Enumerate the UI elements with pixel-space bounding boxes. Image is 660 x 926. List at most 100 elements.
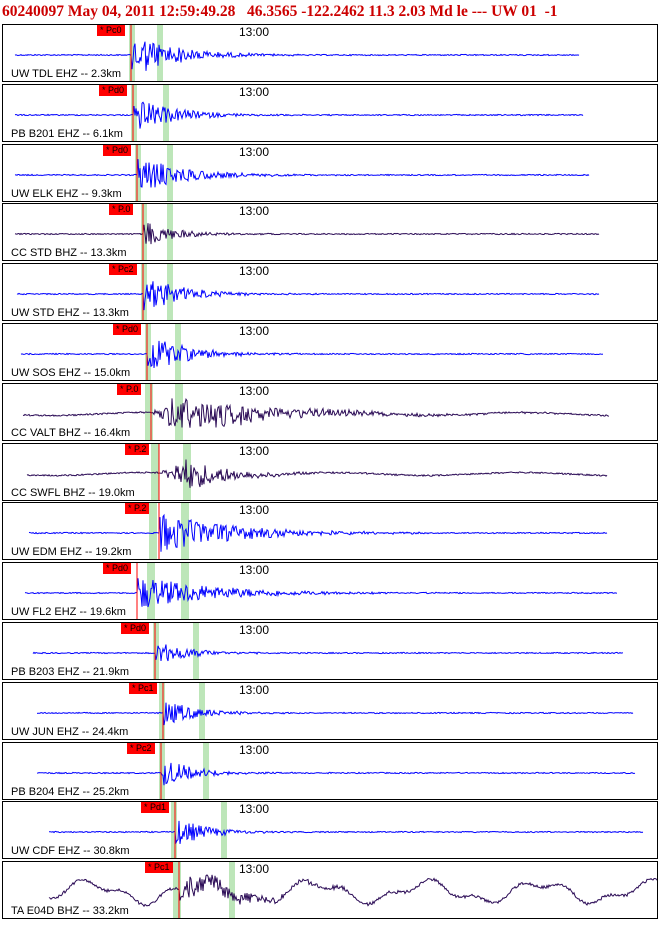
waveform-trace <box>49 820 644 845</box>
waveform-plot <box>49 802 644 858</box>
waveform-plot <box>20 324 604 380</box>
event-header: 60240097 May 04, 2011 12:59:49.28 46.356… <box>2 3 558 20</box>
waveform-plot <box>24 563 617 619</box>
p-window <box>129 25 135 81</box>
time-tick-label: 13:00 <box>239 264 270 278</box>
phase-pick-label[interactable]: * P.2 <box>125 444 150 455</box>
time-tick-label: 13:00 <box>239 683 270 697</box>
p-window <box>141 204 147 260</box>
waveform-plot <box>36 683 634 739</box>
seismogram-panel[interactable]: 13:00 * Pc2 PB B204 EHZ -- 25.2km <box>2 742 658 800</box>
waveform-trace <box>14 41 580 71</box>
phase-pick-label[interactable]: * Pd0 <box>113 324 142 335</box>
seismogram-panel[interactable]: 13:00 * Pc1 TA E04D BHZ -- 33.2km <box>2 861 658 919</box>
waveform-plot <box>28 503 608 559</box>
seismogram-panel[interactable]: 13:00 * P.2 UW EDM EHZ -- 19.2km <box>2 502 658 560</box>
time-tick-label: 13:00 <box>239 25 270 39</box>
p-window <box>149 503 157 559</box>
time-tick-label: 13:00 <box>239 324 270 338</box>
seismogram-panel[interactable]: 13:00 * Pc1 UW JUN EHZ -- 24.4km <box>2 682 658 740</box>
p-window <box>159 743 165 799</box>
waveform-trace <box>32 644 623 662</box>
waveform-trace <box>36 762 636 786</box>
time-tick-label: 13:00 <box>239 862 270 876</box>
channel-label: CC STD BHZ -- 13.3km <box>11 247 127 259</box>
waveform-plot <box>48 862 657 918</box>
waveform-plot <box>26 444 608 500</box>
p-window <box>159 683 165 739</box>
waveform-trace <box>48 874 657 908</box>
p-window <box>145 324 151 380</box>
p-window <box>153 623 159 679</box>
phase-pick-label[interactable]: * P.2 <box>125 503 150 514</box>
waveform-trace <box>20 340 604 369</box>
s-window <box>203 743 209 799</box>
waveform-plot <box>16 264 600 320</box>
channel-label: CC VALT BHZ -- 16.4km <box>11 427 131 439</box>
phase-pick-label[interactable]: * P.0 <box>117 384 142 395</box>
channel-label: UW EDM EHZ -- 19.2km <box>11 546 132 558</box>
waveform-plot <box>22 384 610 440</box>
s-window <box>167 145 173 201</box>
waveform-trace <box>14 101 584 129</box>
channel-label: PB B203 EHZ -- 21.9km <box>11 666 129 678</box>
phase-pick-label[interactable]: * Pd0 <box>121 623 150 634</box>
time-tick-label: 13:00 <box>239 384 270 398</box>
seismogram-panel[interactable]: 13:00 * Pd0 UW SOS EHZ -- 15.0km <box>2 323 658 381</box>
p-window <box>131 85 137 141</box>
waveform-trace <box>36 702 634 726</box>
channel-label: UW SOS EHZ -- 15.0km <box>11 367 131 379</box>
seismogram-panel[interactable]: 13:00 * P.0 CC STD BHZ -- 13.3km <box>2 203 658 261</box>
phase-pick-label[interactable]: * Pc0 <box>97 25 125 36</box>
channel-label: PB B201 EHZ -- 6.1km <box>11 128 123 140</box>
phase-pick-label[interactable]: * Pc2 <box>127 743 155 754</box>
channel-label: UW CDF EHZ -- 30.8km <box>11 845 130 857</box>
time-tick-label: 13:00 <box>239 503 270 517</box>
phase-pick-label[interactable]: * Pc2 <box>109 264 137 275</box>
p-window <box>151 444 159 500</box>
waveform-trace <box>28 513 608 552</box>
time-tick-label: 13:00 <box>239 743 270 757</box>
seismogram-panel[interactable]: 13:00 * P.2 CC SWFL BHZ -- 19.0km <box>2 443 658 501</box>
s-window <box>163 85 169 141</box>
waveform-trace <box>14 223 600 245</box>
channel-label: PB B204 EHZ -- 25.2km <box>11 786 129 798</box>
time-tick-label: 13:00 <box>239 204 270 218</box>
seismogram-panel[interactable]: 13:00 * Pd0 PB B203 EHZ -- 21.9km <box>2 622 658 680</box>
waveform-plot <box>14 145 590 201</box>
s-window <box>157 25 163 81</box>
waveform-plot <box>36 743 636 799</box>
seismogram-panel[interactable]: 13:00 * Pd0 PB B201 EHZ -- 6.1km <box>2 84 658 142</box>
p-window <box>141 264 147 320</box>
seismogram-panel[interactable]: 13:00 * Pd0 UW FL2 EHZ -- 19.6km <box>2 562 658 620</box>
phase-pick-label[interactable]: * Pd0 <box>103 563 132 574</box>
channel-label: UW FL2 EHZ -- 19.6km <box>11 606 126 618</box>
time-tick-label: 13:00 <box>239 802 270 816</box>
p-window <box>173 862 181 918</box>
s-window <box>229 862 235 918</box>
phase-pick-label[interactable]: * Pd1 <box>141 802 170 813</box>
time-tick-label: 13:00 <box>239 145 270 159</box>
seismogram-panel[interactable]: 13:00 * Pd1 UW CDF EHZ -- 30.8km <box>2 801 658 859</box>
seismogram-panel[interactable]: 13:00 * Pd0 UW ELK EHZ -- 9.3km <box>2 144 658 202</box>
phase-pick-label[interactable]: * P.0 <box>109 204 134 215</box>
waveform-plot <box>14 25 580 81</box>
phase-pick-label[interactable]: * Pd0 <box>103 145 132 156</box>
seismogram-panels: 13:00 * Pc0 UW TDL EHZ -- 2.3km 13:00 * Pd0 P… <box>0 24 660 926</box>
channel-label: UW ELK EHZ -- 9.3km <box>11 188 122 200</box>
waveform-trace <box>14 159 590 188</box>
s-window <box>167 204 173 260</box>
time-tick-label: 13:00 <box>239 623 270 637</box>
waveform-trace <box>22 397 610 428</box>
waveform-trace <box>16 281 600 311</box>
seismogram-panel[interactable]: 13:00 * Pc0 UW TDL EHZ -- 2.3km <box>2 24 658 82</box>
phase-pick-label[interactable]: * Pd0 <box>99 85 128 96</box>
seismogram-panel[interactable]: 13:00 * P.0 CC VALT BHZ -- 16.4km <box>2 383 658 441</box>
channel-label: UW JUN EHZ -- 24.4km <box>11 726 129 738</box>
seismogram-panel[interactable]: 13:00 * Pc2 UW STD EHZ -- 13.3km <box>2 263 658 321</box>
phase-pick-label[interactable]: * Pc1 <box>145 862 173 873</box>
waveform-trace <box>26 459 608 488</box>
waveform-plot <box>32 623 623 679</box>
channel-label: CC SWFL BHZ -- 19.0km <box>11 487 135 499</box>
phase-pick-label[interactable]: * Pc1 <box>129 683 157 694</box>
